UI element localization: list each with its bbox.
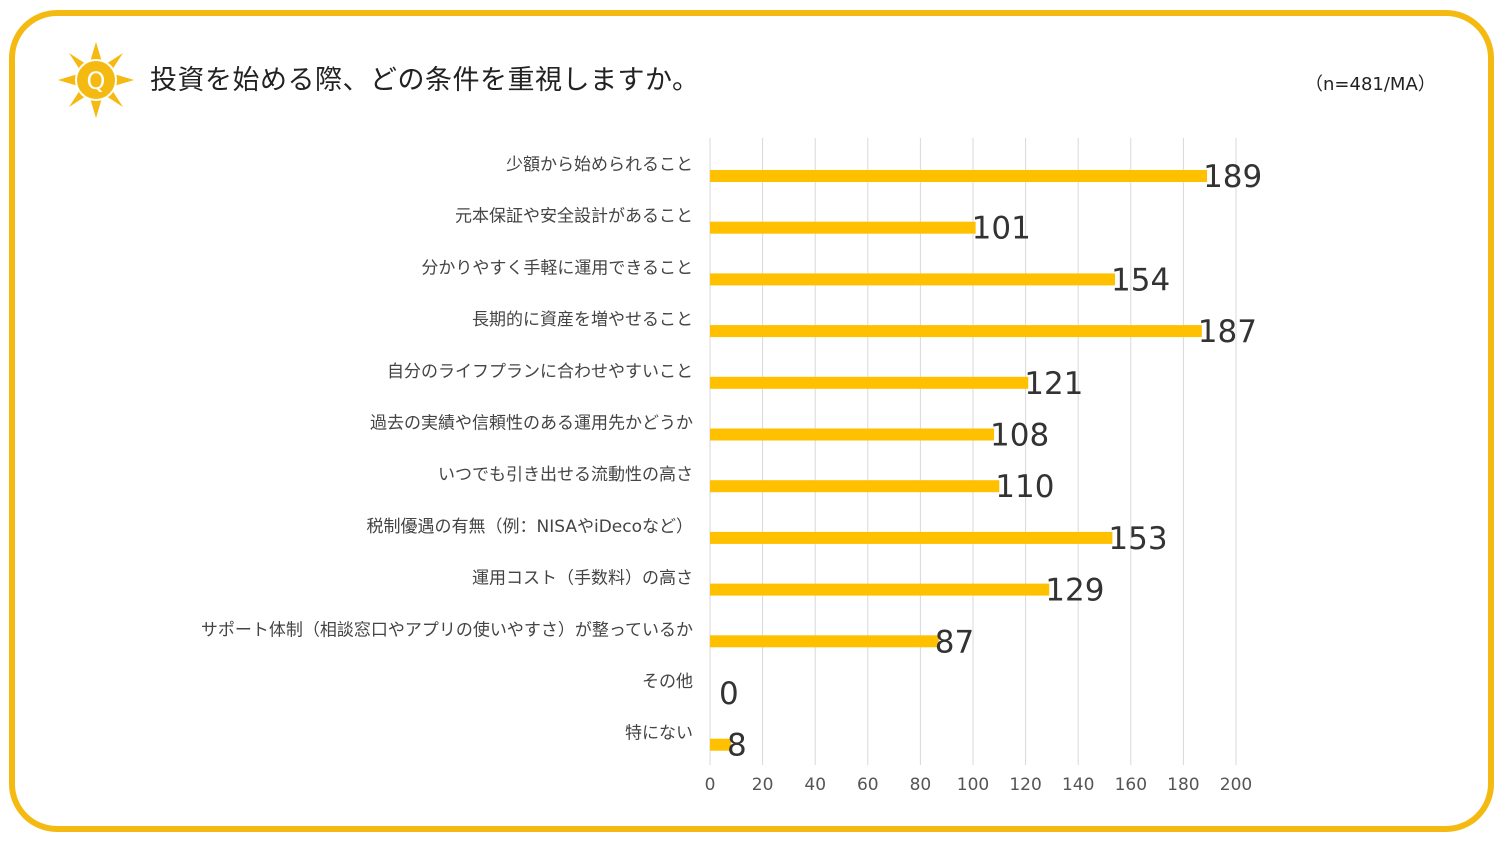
x-tick-label: 80 — [910, 775, 932, 795]
bar — [710, 428, 995, 441]
bar — [710, 376, 1029, 389]
bar — [710, 738, 732, 751]
grid-lines — [709, 138, 1237, 765]
x-tick-label: 100 — [957, 775, 989, 795]
bar — [710, 480, 1000, 493]
value-label: 154 — [1111, 262, 1170, 298]
category-labels: 少額から始められること元本保証や安全設計があること分かりやすく手軽に運用できるこ… — [201, 155, 693, 744]
x-tick-label: 60 — [857, 775, 879, 795]
category-label: 分かりやすく手軽に運用できること — [421, 258, 693, 278]
bar — [710, 635, 939, 648]
value-label: 121 — [1024, 366, 1083, 402]
category-label: 自分のライフプランに合わせやすいこと — [387, 362, 693, 382]
category-label: 少額から始められること — [506, 155, 693, 175]
category-label: サポート体制（相談窓口やアプリの使いやすさ）が整っているか — [201, 619, 693, 640]
x-tick-label: 0 — [705, 775, 716, 795]
x-tick-label: 160 — [1115, 775, 1147, 795]
category-label: 特にない — [625, 724, 693, 744]
x-tick-label: 40 — [804, 775, 826, 795]
category-label: 過去の実績や信頼性のある運用先かどうか — [370, 414, 693, 434]
value-label: 87 — [935, 624, 974, 660]
chart-title: 投資を始める際、どの条件を重視しますか。 — [150, 65, 700, 96]
x-tick-label: 120 — [1009, 775, 1041, 795]
bar — [710, 170, 1208, 182]
x-tick-label: 20 — [752, 775, 774, 795]
value-label: 0 — [719, 676, 739, 712]
card-frame — [9, 10, 1494, 832]
value-label: 187 — [1198, 314, 1257, 350]
bar — [710, 583, 1050, 596]
bar — [710, 325, 1202, 338]
value-label: 108 — [990, 418, 1049, 454]
x-tick-label: 140 — [1062, 775, 1094, 795]
q-badge-letter: Q — [87, 67, 106, 95]
value-label: 153 — [1108, 521, 1167, 557]
x-tick-label: 180 — [1167, 775, 1199, 795]
value-label: 189 — [1203, 159, 1262, 195]
category-label: 税制優遇の有無（例：NISAやiDecoなど） — [367, 517, 694, 537]
value-label: 8 — [727, 728, 747, 764]
category-label: 長期的に資産を増やせること — [472, 310, 693, 330]
bar — [710, 273, 1116, 286]
x-axis-ticks: 0 20 40 60 80 100 120 140 160 180 200 — [705, 775, 1253, 795]
bar — [710, 221, 976, 234]
sample-size-note: （n=481/MA） — [1305, 74, 1436, 95]
category-label: 運用コスト（手数料）の高さ — [472, 569, 693, 589]
x-tick-label: 200 — [1220, 775, 1252, 795]
bar — [710, 531, 1113, 544]
value-label: 129 — [1045, 573, 1104, 609]
value-label: 110 — [995, 469, 1054, 505]
sun-question-icon: Q — [58, 42, 134, 118]
category-label: その他 — [642, 672, 693, 692]
bars — [710, 170, 1208, 751]
value-label: 101 — [972, 211, 1031, 247]
category-label: 元本保証や安全設計があること — [455, 207, 693, 227]
category-label: いつでも引き出せる流動性の高さ — [438, 465, 693, 485]
